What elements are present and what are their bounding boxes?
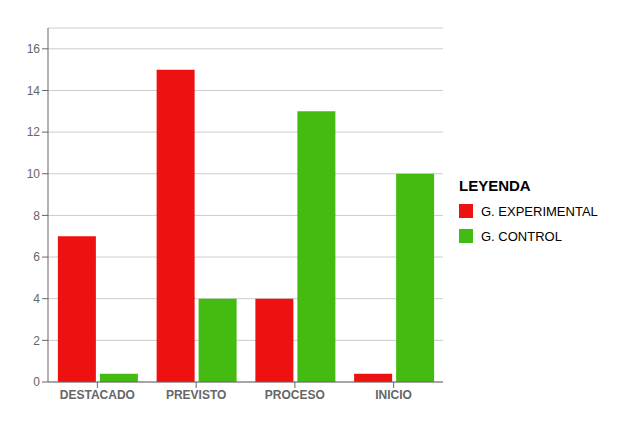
html-text:G. EXPERIMENTAL: G. EXPERIMENTAL: [481, 203, 598, 219]
svg-text:PROCESO: PROCESO: [265, 388, 325, 402]
svg-text:10: 10: [27, 167, 41, 181]
svg-text:INICIO: INICIO: [375, 388, 412, 402]
svg-text:16: 16: [27, 42, 41, 56]
svg-text:PREVISTO: PREVISTO: [166, 388, 226, 402]
svg-text:6: 6: [33, 250, 40, 264]
svg-text:14: 14: [27, 84, 41, 98]
html-text:G. CONTROL: G. CONTROL: [481, 228, 562, 244]
svg-text:2: 2: [33, 334, 40, 348]
svg-text:DESTACADO: DESTACADO: [60, 388, 135, 402]
svg-text:4: 4: [33, 292, 40, 306]
html-text:LEYENDA: LEYENDA: [459, 176, 531, 194]
svg-text:8: 8: [33, 209, 40, 223]
svg-text:12: 12: [27, 125, 41, 139]
svg-text:0: 0: [33, 375, 40, 389]
